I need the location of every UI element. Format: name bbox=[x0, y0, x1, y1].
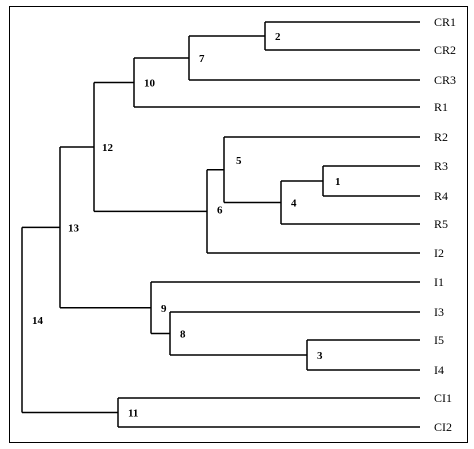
cluster-label-4: 4 bbox=[291, 198, 297, 210]
leaf-label-ci2: CI2 bbox=[434, 420, 452, 434]
leaf-label-i3: I3 bbox=[434, 305, 444, 319]
cluster-label-2: 2 bbox=[275, 31, 281, 43]
leaf-label-r3: R3 bbox=[434, 159, 448, 173]
leaf-label-ci1: CI1 bbox=[434, 391, 452, 405]
branches bbox=[21, 21, 420, 428]
cluster-label-7: 7 bbox=[199, 53, 205, 65]
cluster-label-6: 6 bbox=[217, 204, 223, 216]
leaf-label-r5: R5 bbox=[434, 217, 448, 231]
leaf-label-i4: I4 bbox=[434, 363, 444, 377]
leaf-label-r4: R4 bbox=[434, 189, 448, 203]
leaf-label-i5: I5 bbox=[434, 333, 444, 347]
cluster-label-11: 11 bbox=[128, 408, 138, 420]
cluster-label-1: 1 bbox=[335, 176, 341, 188]
diagram-frame bbox=[9, 6, 468, 443]
leaf-label-r1: R1 bbox=[434, 100, 448, 114]
leaf-label-i1: I1 bbox=[434, 275, 444, 289]
leaf-label-r2: R2 bbox=[434, 130, 448, 144]
cluster-label-14: 14 bbox=[32, 315, 44, 327]
leaf-label-i2: I2 bbox=[434, 246, 444, 260]
cluster-label-10: 10 bbox=[144, 78, 156, 90]
leaf-label-cr1: CR1 bbox=[434, 15, 456, 29]
leaf-labels: CR1 CR2 CR3 R1 R2 R3 R4 R5 I2 I1 I3 I5 I4 CI1 CI2 bbox=[434, 15, 456, 434]
cluster-label-5: 5 bbox=[236, 155, 242, 167]
cluster-label-12: 12 bbox=[102, 142, 114, 154]
leaf-label-cr3: CR3 bbox=[434, 73, 456, 87]
cluster-label-8: 8 bbox=[180, 329, 186, 341]
cluster-label-9: 9 bbox=[161, 303, 167, 315]
leaf-label-cr2: CR2 bbox=[434, 43, 456, 57]
cluster-label-3: 3 bbox=[317, 350, 323, 362]
cluster-label-13: 13 bbox=[68, 222, 80, 234]
